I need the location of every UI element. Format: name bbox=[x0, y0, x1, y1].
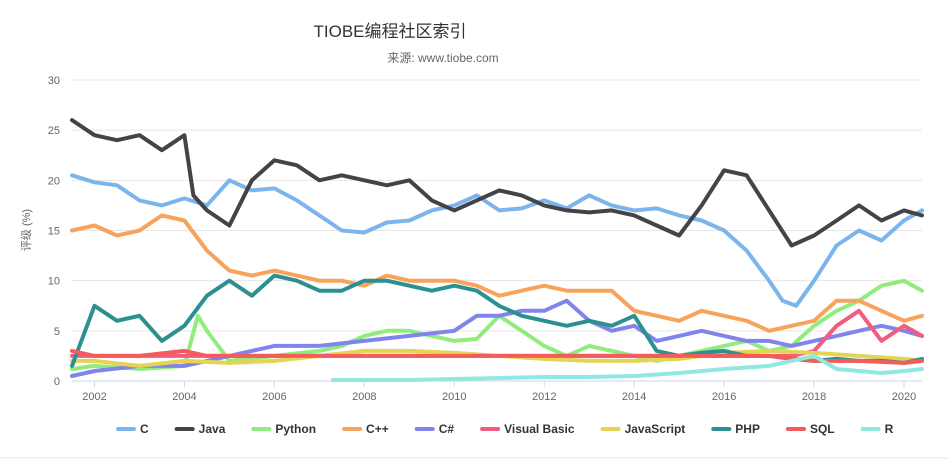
legend-item-sql[interactable]: SQL bbox=[785, 422, 835, 436]
legend-item-c[interactable]: C bbox=[116, 422, 149, 436]
x-tick-label: 2016 bbox=[712, 391, 736, 403]
x-tick-label: 2010 bbox=[442, 391, 466, 403]
grid-lines bbox=[72, 79, 922, 382]
x-tick-label: 2004 bbox=[172, 391, 196, 403]
legend-label: Python bbox=[275, 422, 316, 436]
series-line-sql[interactable] bbox=[70, 348, 924, 365]
legend-label: Java bbox=[199, 422, 226, 436]
legend-item-python[interactable]: Python bbox=[251, 422, 316, 436]
legend-item-javascript[interactable]: JavaScript bbox=[600, 422, 686, 436]
legend-label: C# bbox=[439, 422, 455, 436]
series-line-c[interactable] bbox=[70, 173, 924, 308]
y-tick-label: 25 bbox=[48, 125, 60, 137]
legend-label: Visual Basic bbox=[504, 422, 575, 436]
legend-item-c[interactable]: C# bbox=[414, 422, 455, 436]
legend-label: C bbox=[140, 422, 149, 436]
x-tick-label: 2012 bbox=[532, 391, 556, 403]
legend-label: C++ bbox=[366, 422, 389, 436]
chart-title: TIOBE编程社区索引 bbox=[313, 22, 466, 41]
legend-label: PHP bbox=[735, 422, 760, 436]
y-tick-label: 30 bbox=[48, 75, 60, 87]
legend-label: JavaScript bbox=[625, 422, 686, 436]
series-line-r[interactable] bbox=[330, 353, 924, 382]
x-tick-label: 2008 bbox=[352, 391, 376, 403]
legend: C Java Python C++ C# Visual Basic JavaScript PH… bbox=[116, 422, 894, 436]
legend-item-r[interactable]: R bbox=[860, 422, 894, 436]
y-tick-label: 20 bbox=[48, 175, 60, 187]
y-tick-label: 0 bbox=[54, 376, 60, 388]
y-tick-label: 15 bbox=[48, 226, 60, 238]
series-line-c[interactable] bbox=[70, 298, 924, 378]
chart-subtitle: 来源: www.tiobe.com bbox=[387, 51, 498, 65]
legend-item-visual-basic[interactable]: Visual Basic bbox=[480, 422, 575, 436]
series-lines bbox=[70, 118, 924, 382]
legend-item-c[interactable]: C++ bbox=[342, 422, 389, 436]
x-tick-label: 2020 bbox=[892, 391, 916, 403]
legend-label: R bbox=[885, 422, 894, 436]
series-line-c[interactable] bbox=[70, 213, 924, 333]
legend-item-php[interactable]: PHP bbox=[711, 422, 760, 436]
y-axis-label: 评级 (%) bbox=[20, 209, 33, 251]
legend-item-java[interactable]: Java bbox=[174, 422, 226, 436]
legend-label: SQL bbox=[810, 422, 835, 436]
axes: 0 5 10 15 20 25 30 2002 2004 2006 2008 2010 2012 2014… bbox=[48, 75, 922, 403]
y-tick-label: 10 bbox=[48, 276, 60, 288]
x-tick-label: 2002 bbox=[82, 391, 106, 403]
x-tick-label: 2006 bbox=[262, 391, 286, 403]
x-tick-label: 2018 bbox=[802, 391, 826, 403]
series-line-java[interactable] bbox=[70, 118, 924, 248]
y-tick-label: 5 bbox=[54, 326, 60, 338]
x-tick-label: 2014 bbox=[622, 391, 646, 403]
